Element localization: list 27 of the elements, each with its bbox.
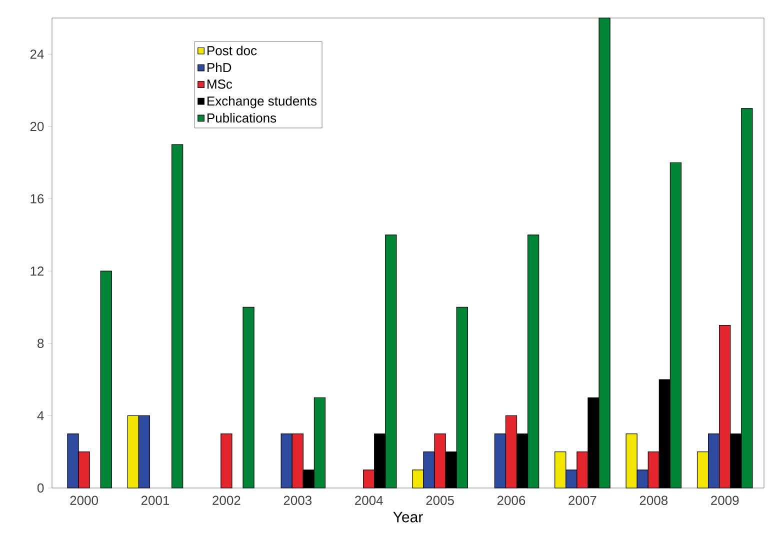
x-tick-label: 2004 [355, 496, 383, 506]
y-tick-label: 12 [30, 266, 44, 276]
legend-label: Publications [208, 113, 276, 123]
bar [242, 306, 254, 488]
x-tick-label: 2005 [426, 496, 454, 506]
x-tick-label: 2008 [640, 496, 668, 506]
bar [100, 270, 112, 488]
x-tick-label: 2000 [70, 496, 98, 506]
bar [172, 144, 184, 488]
x-tick-label: 2007 [568, 496, 596, 506]
x-axis-title: Year [393, 512, 423, 522]
y-tick-label: 16 [30, 194, 44, 204]
legend-label: MSc [208, 80, 232, 89]
y-tick-label: 4 [37, 411, 44, 420]
legend-label: Post doc [208, 46, 257, 56]
bar [220, 433, 232, 488]
y-tick-label: 20 [30, 122, 44, 132]
y-tick-label: 8 [38, 338, 44, 348]
legend-label: PhD [208, 62, 232, 72]
x-tick-label: 2009 [711, 496, 739, 506]
y-tick-label: 24 [30, 50, 44, 59]
y-tick-label: 0 [37, 483, 44, 493]
x-tick-label: 2002 [212, 496, 240, 506]
legend-label: Exchange students [208, 96, 317, 108]
x-tick-label: 2006 [497, 496, 526, 506]
x-tick-label: 2001 [141, 496, 170, 506]
x-tick-label: 2003 [284, 496, 312, 506]
